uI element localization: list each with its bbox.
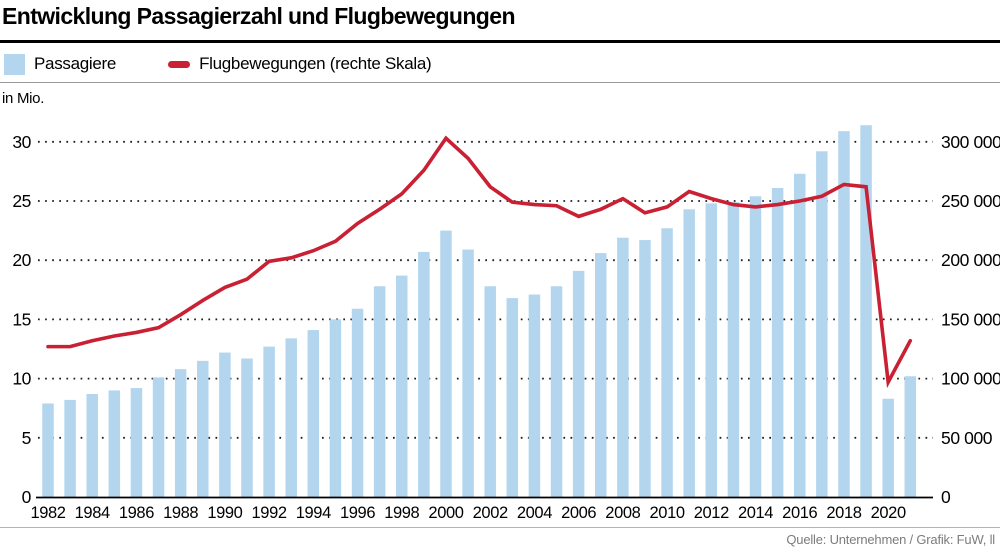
left-axis-unit-label: in Mio. [2,90,45,107]
bar-1999 [418,251,430,497]
x-tick-2004: 2004 [517,504,552,522]
x-tick-1992: 1992 [252,504,287,522]
left-tick-15: 15 [12,309,31,329]
right-tick-100000: 100 000 [941,369,1000,389]
bar-2000 [440,230,452,497]
bar-1982 [42,403,54,497]
bar-2011 [683,209,695,497]
right-tick-200000: 200 000 [941,250,1000,270]
bar-1994 [307,330,320,497]
bar-2005 [550,286,563,497]
legend-item-flugbewegungen: Flugbewegungen (rechte Skala) [168,54,432,74]
x-tick-1986: 1986 [119,504,154,522]
bar-2002 [484,286,496,497]
bar-2019 [860,125,872,497]
x-tick-1990: 1990 [207,504,242,522]
bar-2007 [595,253,607,497]
bar-1983 [64,399,76,497]
bar-1992 [263,346,275,497]
bar-2009 [639,240,651,497]
right-tick-0: 0 [941,487,951,507]
x-tick-2002: 2002 [473,504,508,522]
left-tick-25: 25 [12,191,31,211]
x-tick-1996: 1996 [340,504,375,522]
bar-2010 [661,228,673,497]
passenger-bars [42,125,917,498]
bar-1996 [351,308,364,497]
bar-2001 [462,249,474,497]
line-swatch-icon [168,60,191,68]
bar-2018 [838,131,850,498]
bar-2004 [528,294,541,497]
bar-2008 [617,237,629,498]
bar-2017 [816,151,828,497]
right-tick-150000: 150 000 [941,309,1000,329]
footer-divider [0,527,1000,528]
x-tick-2000: 2000 [428,504,463,522]
flight-movements-line [46,135,913,389]
bar-1985 [108,390,121,497]
bar-1986 [130,388,143,497]
x-tick-2016: 2016 [782,504,817,522]
title-divider [0,40,1000,43]
right-axis-labels: 0 50 000 100 000 150 000 200 000 250 000 300 0… [941,132,1000,507]
x-tick-2020: 2020 [871,504,906,522]
x-tick-2008: 2008 [605,504,640,522]
x-tick-2012: 2012 [694,504,729,522]
right-tick-300000: 300 000 [941,132,1000,152]
left-tick-0: 0 [22,487,32,507]
bar-2012 [705,203,718,498]
x-tick-2014: 2014 [738,504,773,522]
x-tick-2018: 2018 [826,504,861,522]
bar-1991 [241,358,253,497]
right-tick-250000: 250 000 [941,191,1000,211]
bar-2015 [771,187,784,497]
left-tick-30: 30 [12,132,31,152]
left-axis-labels: 0 5 10 15 20 25 30 [12,132,32,507]
bar-1989 [197,360,209,497]
x-tick-2006: 2006 [561,504,596,522]
legend-label-flugbewegungen: Flugbewegungen (rechte Skala) [199,54,432,73]
x-tick-1988: 1988 [163,504,198,522]
legend-item-passagiere: Passagiere [4,53,117,75]
bar-2020 [882,398,894,497]
left-tick-5: 5 [22,428,31,448]
left-tick-10: 10 [12,369,31,389]
bar-1984 [86,393,98,497]
source-credit: Quelle: Unternehmen / Grafik: FuW, ll [786,532,995,547]
bar-1998 [396,275,408,497]
bar-2016 [793,173,806,497]
bar-2014 [749,196,762,497]
bar-1997 [373,286,386,497]
bar-1993 [285,338,297,497]
bar-1988 [174,369,187,497]
bar-2021 [904,376,917,497]
x-tick-1982: 1982 [30,504,65,522]
bar-1987 [152,377,165,497]
bar-2013 [727,202,740,497]
x-axis-labels: 1982 1984 1986 1988 1990 1992 1994 1996 1998 2000… [30,504,906,522]
bar-1995 [329,319,342,497]
legend-label-passagiere: Passagiere [34,54,117,73]
bar-1990 [219,352,231,497]
right-tick-50000: 50 000 [941,428,993,448]
x-tick-1998: 1998 [384,504,419,522]
page-title: Entwicklung Passagierzahl und Flugbewegu… [2,3,515,29]
x-tick-1994: 1994 [296,504,331,522]
left-tick-20: 20 [12,250,31,270]
bar-2003 [506,298,519,497]
legend: Passagiere Flugbewegungen (rechte Skala) [4,50,432,78]
x-tick-2010: 2010 [650,504,685,522]
bar-swatch-icon [4,53,25,75]
x-tick-1984: 1984 [75,504,110,522]
bar-2006 [572,270,585,497]
legend-divider [0,82,1000,83]
